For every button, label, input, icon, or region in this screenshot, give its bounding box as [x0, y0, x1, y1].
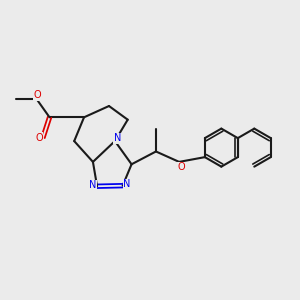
Text: O: O — [178, 162, 185, 172]
Text: N: N — [123, 179, 131, 190]
Text: O: O — [35, 133, 43, 142]
Text: O: O — [34, 90, 41, 100]
Text: N: N — [114, 133, 121, 143]
Text: N: N — [89, 180, 96, 190]
